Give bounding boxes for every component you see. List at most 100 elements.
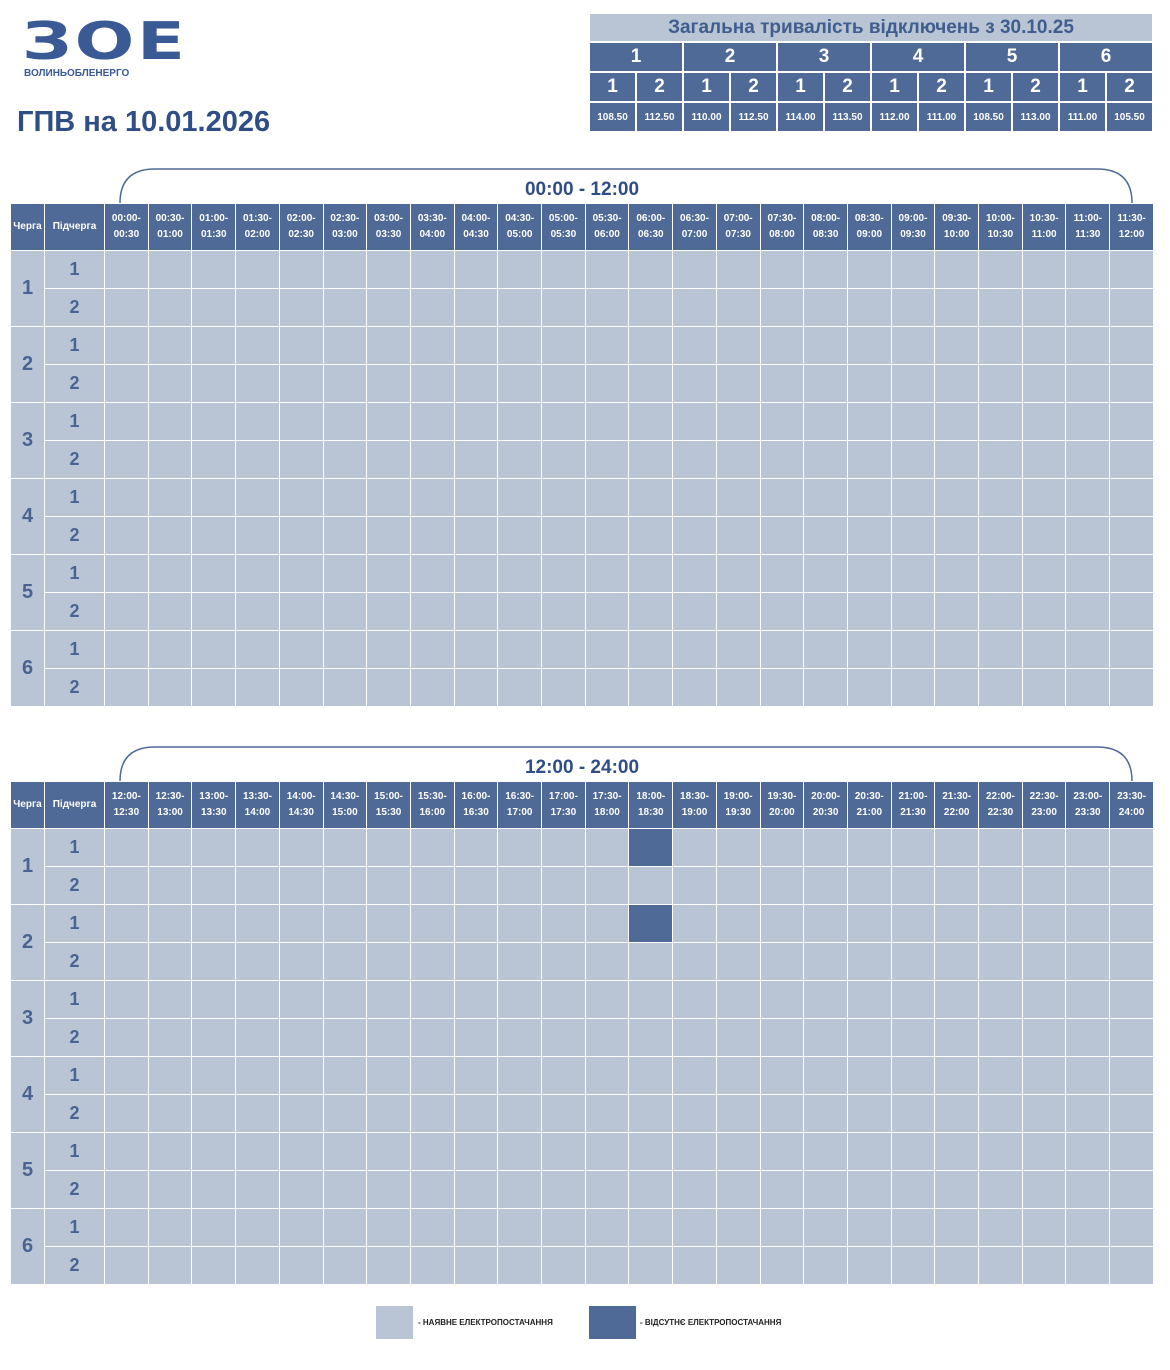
cell: [890, 1132, 936, 1171]
cell: [978, 828, 1023, 867]
cell: [803, 516, 848, 555]
cell: [497, 980, 543, 1019]
cell: [803, 1018, 848, 1057]
cell: [672, 326, 717, 365]
cell: [497, 668, 543, 707]
cell: [934, 866, 980, 905]
cell: [322, 364, 368, 403]
cell: [1021, 942, 1067, 981]
cell: [453, 1018, 499, 1057]
cell: [890, 1246, 936, 1285]
cell: [715, 364, 761, 403]
cell: [672, 668, 717, 707]
summary-duration: 113.00: [1011, 101, 1060, 133]
cell: [453, 630, 499, 669]
cell: [803, 668, 848, 707]
cell: [934, 288, 980, 327]
slot-header: 16:30-17:00: [497, 781, 543, 829]
cell: [104, 828, 149, 867]
cell: [147, 1094, 193, 1133]
slot-header: 21:00-21:30: [890, 781, 936, 829]
cell: [846, 554, 892, 593]
cell: [1021, 440, 1067, 479]
slot-header: 20:00-20:30: [803, 781, 848, 829]
subqueue-label: 1: [44, 828, 105, 867]
cell: [978, 554, 1023, 593]
cell: [409, 1208, 455, 1247]
cell: [278, 1056, 324, 1095]
cell: [584, 402, 630, 441]
cell: [278, 478, 324, 517]
cell: [1065, 478, 1111, 517]
queue-label: 6: [10, 1208, 45, 1285]
cell: [672, 828, 717, 867]
cell: [846, 516, 892, 555]
cell: [104, 1132, 149, 1171]
cell: [803, 250, 848, 289]
subqueue-label: 1: [44, 1132, 105, 1171]
cell: [453, 326, 499, 365]
cell: [147, 980, 193, 1019]
cell: [322, 250, 368, 289]
cell: [541, 478, 586, 517]
cell: [759, 250, 805, 289]
cell: [890, 440, 936, 479]
legend-on: - НАЯВНЕ ЕЛЕКТРОПОСТАЧАННЯ: [418, 1318, 553, 1327]
cell: [584, 630, 630, 669]
cell: [322, 402, 368, 441]
range-bg: [522, 177, 642, 201]
cell: [759, 554, 805, 593]
cell: [235, 980, 280, 1019]
cell: [1065, 1170, 1111, 1209]
cell: [978, 478, 1023, 517]
subqueue-label: 1: [44, 1208, 105, 1247]
cell: [1065, 866, 1111, 905]
cell: [1109, 554, 1154, 593]
cell: [715, 554, 761, 593]
cell: [759, 1208, 805, 1247]
schedule-row: 2: [11, 668, 1154, 707]
cell: [978, 1056, 1023, 1095]
cell: [1065, 630, 1111, 669]
cell: [978, 1208, 1023, 1247]
slot-header: 17:30-18:00: [584, 781, 630, 829]
summary-subqueue: 2: [729, 71, 778, 103]
summary-duration: 112.00: [870, 101, 919, 133]
cell: [322, 942, 368, 981]
cell: [541, 1018, 586, 1057]
summary-subqueue: 2: [1105, 71, 1154, 103]
cell: [409, 250, 455, 289]
cell: [453, 980, 499, 1019]
cell: [715, 668, 761, 707]
cell: [322, 866, 368, 905]
cell: [147, 942, 193, 981]
cell: [934, 668, 980, 707]
cell: [672, 904, 717, 943]
cell: [1021, 630, 1067, 669]
cell: [235, 478, 280, 517]
cell: [1021, 980, 1067, 1019]
cell: [934, 942, 980, 981]
cell: [191, 516, 237, 555]
cell: [541, 630, 586, 669]
cell: [628, 250, 674, 289]
cell: [978, 630, 1023, 669]
cell: [497, 1132, 543, 1171]
cell: [147, 364, 193, 403]
cell: [672, 288, 717, 327]
cell: [890, 288, 936, 327]
cell: [541, 668, 586, 707]
schedule-row: 2: [11, 866, 1154, 905]
slot-header: 10:00-10:30: [978, 203, 1023, 251]
cell: [104, 1208, 149, 1247]
cell: [715, 1132, 761, 1171]
cell: [104, 942, 149, 981]
summary-duration-row: 108.50 112.50 110.00 112.50 114.00 113.50 112.…: [588, 101, 1154, 133]
cell: [366, 250, 411, 289]
cell: [1065, 1056, 1111, 1095]
cell: [890, 516, 936, 555]
subqueue-label: 1: [44, 402, 105, 441]
cell: [759, 288, 805, 327]
cell: [235, 250, 280, 289]
